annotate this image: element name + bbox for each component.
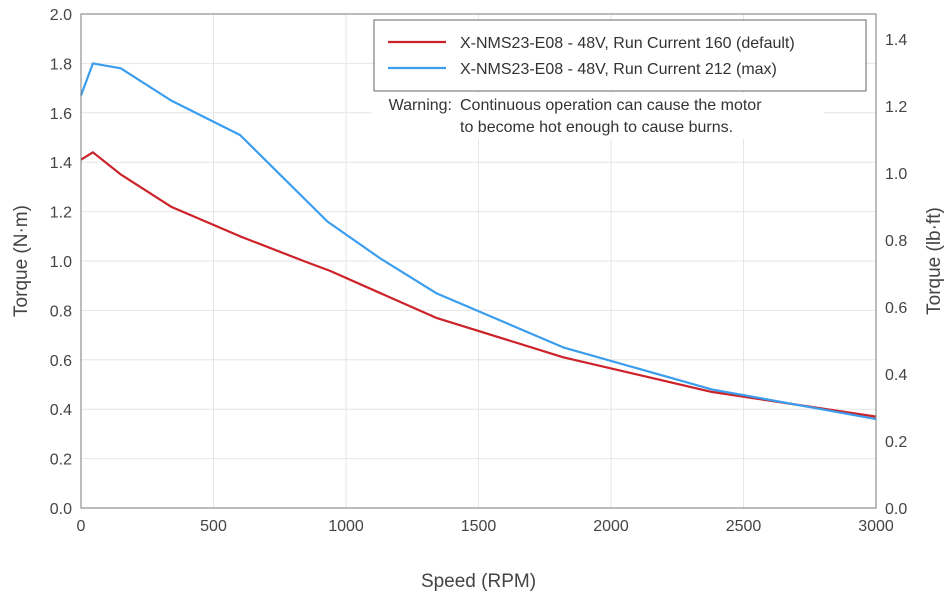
- y2-tick-label: 0.0: [885, 501, 907, 518]
- plot-area-frame: [80, 13, 877, 509]
- y-tick-label: 1.6: [50, 106, 72, 123]
- y-tick-label: 0.4: [50, 402, 72, 419]
- y2-tick-label: 0.6: [885, 300, 907, 317]
- warning-annotation: Warning: Continuous operation can cause …: [372, 93, 824, 139]
- warning-label: Warning:: [389, 97, 452, 114]
- y-tick-label: 1.8: [50, 56, 72, 73]
- x-tick-label: 1000: [328, 518, 364, 535]
- warning-background: [372, 93, 824, 139]
- legend-label: X-NMS23-E08 - 48V, Run Current 212 (max): [460, 61, 777, 78]
- y-tick-label: 2.0: [50, 7, 72, 24]
- y2-tick-label: 0.8: [885, 233, 907, 250]
- series-line: [79, 62, 877, 421]
- x-axis-title: Speed (RPM): [421, 571, 536, 592]
- x-tick-label: 2000: [593, 518, 629, 535]
- y2-tick-label: 0.2: [885, 434, 907, 451]
- x-tick-label: 3000: [858, 518, 894, 535]
- x-tick-label: 0: [77, 518, 86, 535]
- legend: X-NMS23-E08 - 48V, Run Current 160 (defa…: [373, 19, 867, 92]
- series-lines: [79, 62, 877, 421]
- x-tick-label: 1500: [461, 518, 497, 535]
- y2-tick-label: 1.2: [885, 99, 907, 116]
- y2-tick-label: 1.4: [885, 32, 907, 49]
- x-tick-label: 500: [200, 518, 227, 535]
- y-tick-label: 0.2: [50, 452, 72, 469]
- y-axis-title: Torque (N·m): [11, 205, 32, 317]
- y-tick-label: 0.0: [50, 501, 72, 518]
- legend-label: X-NMS23-E08 - 48V, Run Current 160 (defa…: [460, 35, 795, 52]
- series-line: [80, 151, 877, 418]
- y-tick-label: 1.0: [50, 254, 72, 271]
- warning-text-line: to become hot enough to cause burns.: [460, 119, 733, 136]
- y-tick-label: 1.2: [50, 205, 72, 222]
- y-tick-label: 0.8: [50, 303, 72, 320]
- y2-tick-label: 0.4: [885, 367, 907, 384]
- y-tick-label: 0.6: [50, 353, 72, 370]
- tick-labels: 0 500 1000 1500 2000 2500 30000.00.20.40.60.81…: [50, 7, 908, 535]
- warning-text-line: Continuous operation can cause the motor: [460, 97, 762, 114]
- y2-axis-title: Torque (lb·ft): [924, 207, 945, 315]
- legend-box: [373, 19, 867, 92]
- y-tick-label: 1.4: [50, 155, 72, 172]
- y2-tick-label: 1.0: [885, 166, 907, 183]
- x-tick-label: 2500: [726, 518, 762, 535]
